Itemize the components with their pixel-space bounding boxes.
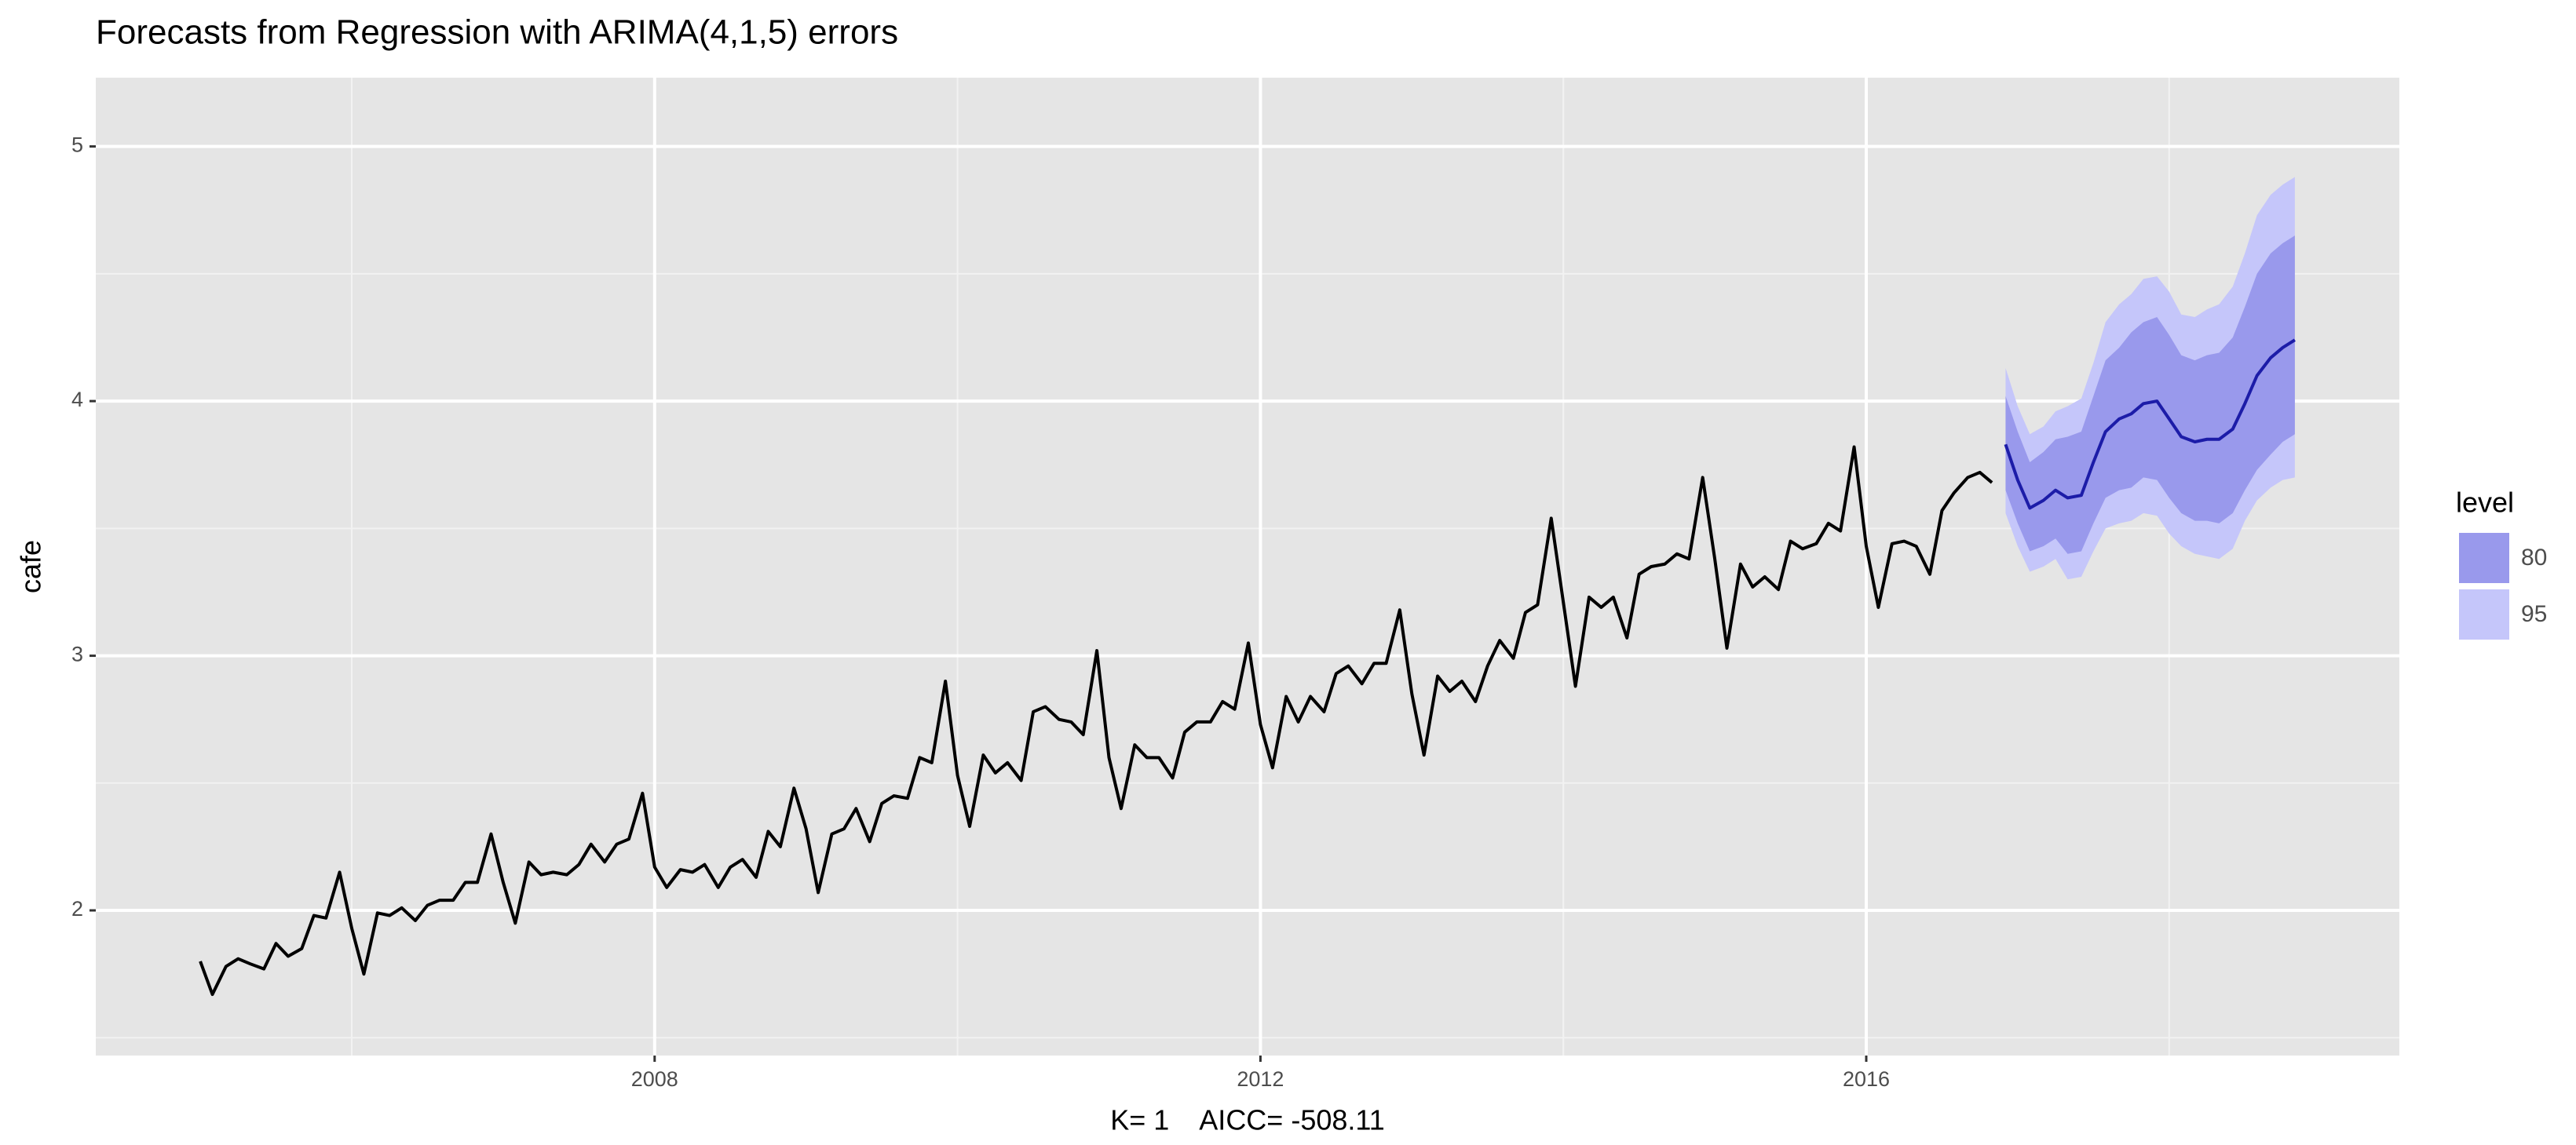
chart-title: Forecasts from Regression with ARIMA(4,1…	[96, 13, 898, 52]
x-tick-label: 2008	[631, 1067, 678, 1091]
x-axis-label: K= 1 AICC= -508.11	[1110, 1104, 1385, 1136]
legend-label: 95	[2521, 601, 2547, 627]
y-tick-label: 2	[71, 897, 83, 921]
x-tick-label: 2016	[1843, 1067, 1890, 1091]
legend-key	[2457, 588, 2511, 641]
y-tick-label: 3	[71, 643, 83, 666]
legend-key	[2457, 531, 2511, 585]
forecast-line	[2004, 338, 2296, 510]
y-tick-label: 4	[71, 388, 83, 411]
y-axis-label: cafe	[15, 540, 47, 593]
history-line	[199, 445, 1993, 997]
legend-label: 80	[2521, 545, 2547, 571]
forecast-band	[2005, 235, 2295, 554]
panel	[96, 78, 2399, 1056]
x-tick-label: 2012	[1237, 1067, 1284, 1091]
y-tick-label: 5	[71, 133, 83, 157]
legend-title: level	[2456, 487, 2514, 519]
